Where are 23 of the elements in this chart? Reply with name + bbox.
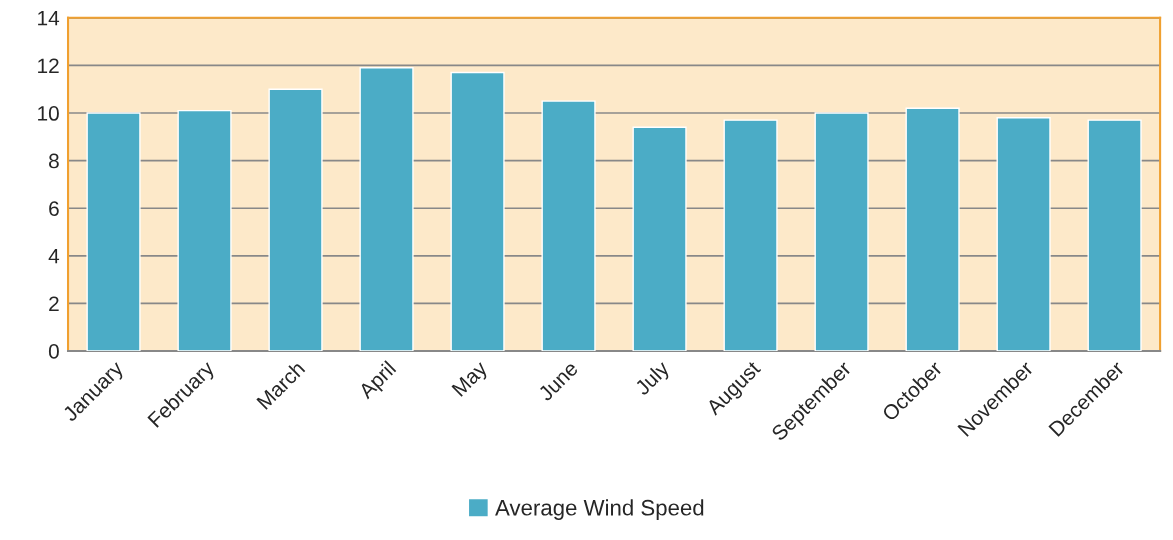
- bar: [450, 71, 505, 351]
- bar: [814, 112, 869, 351]
- y-tick-label: 6: [49, 201, 59, 216]
- x-tick-label: May: [451, 359, 492, 400]
- bar: [177, 109, 232, 351]
- y-tick-label: 14: [38, 11, 60, 26]
- y-tick-label: 0: [48, 344, 59, 359]
- y-tick-label: 4: [48, 249, 60, 264]
- bar: [723, 119, 778, 351]
- y-tick-label: 2: [49, 296, 59, 311]
- x-tick-label: July: [633, 359, 674, 400]
- bar: [632, 126, 687, 351]
- bar: [905, 107, 960, 351]
- legend-label: Average Wind Speed: [495, 499, 704, 520]
- y-tick-label: 8: [49, 153, 59, 169]
- bar: [86, 112, 141, 351]
- y-tick-label: 12: [38, 58, 59, 73]
- y-tick-label: 10: [38, 106, 59, 121]
- bar: [268, 88, 323, 351]
- bar: [996, 117, 1051, 351]
- bar: [1087, 119, 1142, 351]
- bar: [541, 100, 596, 351]
- bar: [359, 67, 414, 351]
